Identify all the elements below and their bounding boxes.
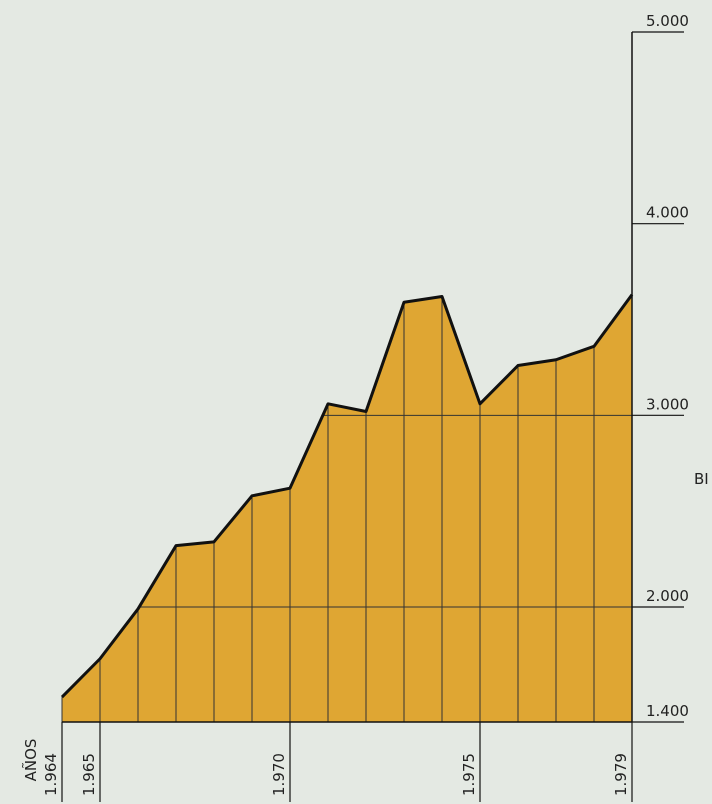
x-tick-label: 1.975	[460, 753, 478, 796]
y-axis-label: BI	[694, 470, 709, 488]
area-line	[60, 293, 634, 699]
x-axis-label: AÑOS	[21, 739, 40, 782]
y-tick-label: 5.000	[646, 12, 689, 30]
y-tick-label: 1.400	[646, 702, 689, 720]
x-tick-label: 1.964	[42, 753, 60, 796]
x-tick-label: 1.965	[80, 753, 98, 796]
x-tick-label: 1.979	[612, 753, 630, 796]
y-tick-label: 4.000	[646, 204, 689, 222]
area-fill	[62, 294, 632, 722]
y-tick-label: 2.000	[646, 587, 689, 605]
x-tick-label: 1.970	[270, 753, 288, 796]
y-tick-label: 3.000	[646, 395, 689, 413]
